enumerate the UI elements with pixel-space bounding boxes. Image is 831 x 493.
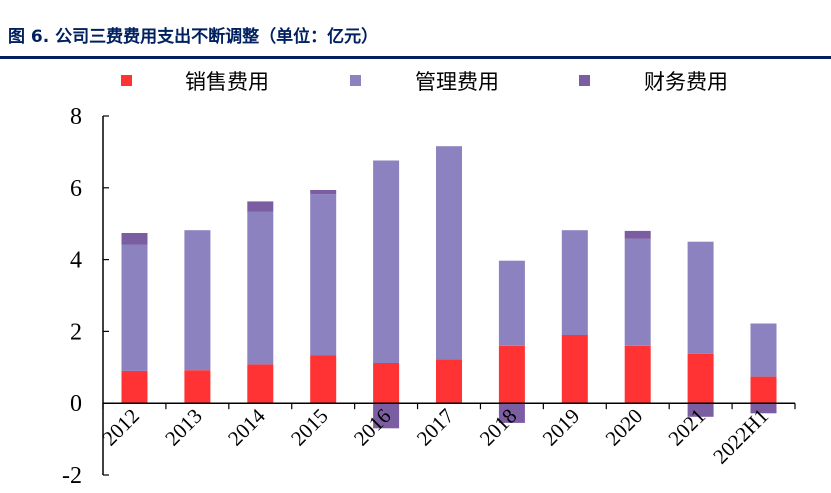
axes [102,115,796,476]
bar-2018-series-2 [498,260,525,346]
bar-2020-series-3 [624,230,651,239]
x-tick-label-2012: 2012 [97,404,144,451]
legend: 销售费用 管理费用 财务费用 [121,70,728,94]
bar-2021-series-3 [687,403,714,417]
legend-swatch-1 [121,75,132,86]
bar-2015-series-2 [310,194,337,356]
y-tick-label-2: 0 [70,391,82,417]
bars [121,146,777,429]
x-tick-labels: 2012 2013 2014 2015 2016 2017 2018 2019 2020 2021… [97,403,773,468]
x-tick-label-2015: 2015 [286,404,333,451]
bar-2022H1-series-3 [750,403,777,414]
bar-2020-series-1 [624,345,651,404]
x-tick-label-2014: 2014 [223,403,270,450]
bar-2018-series-1 [498,345,525,404]
x-tick-label-2020: 2020 [601,404,648,451]
legend-label-1: 销售费用 [185,70,269,94]
x-tick-label-2022H1: 2022H1 [708,404,773,469]
y-tick-label-3: 2 [70,319,82,345]
bar-2021-series-1 [687,353,714,404]
bar-2012-series-3 [121,233,148,245]
x-tick-label-2019: 2019 [538,404,585,451]
x-tick-label-2017: 2017 [412,404,459,451]
bar-2018-series-3 [498,403,525,423]
y-tick-label-1: -2 [62,463,82,489]
bar-2013-series-2 [184,230,211,371]
y-tick-label-6: 8 [70,104,82,130]
y-tick-label-4: 4 [70,248,82,274]
bar-2017-series-2 [436,146,462,360]
bar-2015-series-3 [310,190,337,195]
legend-label-2: 管理费用 [415,70,499,94]
bar-2016-series-1 [373,363,400,404]
bar-2012-series-2 [121,244,148,371]
bar-2021-series-2 [687,241,714,354]
legend-swatch-3 [579,75,590,86]
bar-2017-series-1 [436,359,462,404]
bar-2022H1-series-2 [750,323,777,377]
bar-2016-series-2 [373,160,400,363]
legend-label-3: 财务费用 [644,70,728,94]
y-tick-labels: -2 0 2 4 6 8 [62,104,82,489]
bar-2022H1-series-1 [750,376,777,404]
bar-2016-series-3 [373,403,400,429]
bar-2020-series-2 [624,238,651,346]
bar-2015-series-1 [310,355,337,404]
y-tick-label-5: 6 [70,176,82,202]
bar-2014-series-1 [247,364,274,404]
bar-2014-series-2 [247,211,274,365]
bar-2019-series-1 [561,335,588,404]
x-tick-label-2013: 2013 [160,404,207,451]
legend-swatch-2 [350,75,361,86]
bar-2012-series-1 [121,370,148,404]
figure-title: 图 6. 公司三费费用支出不断调整（单位：亿元） [8,27,379,47]
bar-2019-series-2 [561,230,588,335]
title-divider [0,56,831,59]
bar-2014-series-3 [247,201,274,212]
bar-2013-series-1 [184,370,211,404]
